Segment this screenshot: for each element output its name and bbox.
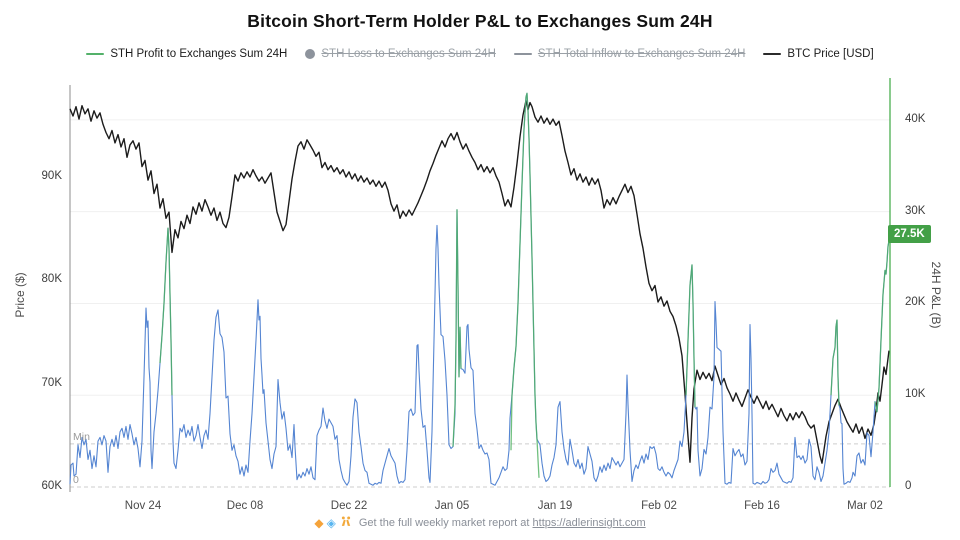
legend-line-marker: [513, 53, 532, 55]
left-tick-80K: 80K: [41, 273, 62, 286]
left-axis-title: Price ($): [13, 272, 27, 318]
x-tick-Feb-02: Feb 02: [641, 500, 677, 512]
x-tick-Jan-19: Jan 19: [537, 500, 573, 512]
x-tick-Jan-05: Jan 05: [434, 500, 470, 512]
x-tick-Feb-16: Feb 16: [744, 500, 780, 512]
x-tick-Dec-08: Dec 08: [226, 500, 264, 512]
legend-circle-marker: [305, 49, 316, 59]
threshold-label-min: Min: [73, 430, 90, 443]
left-tick-60K: 60K: [41, 480, 62, 492]
raised-hands-icon: [339, 515, 353, 530]
right-tick-30K: 30K: [905, 204, 926, 217]
chart-title: Bitcoin Short-Term Holder P&L to Exchang…: [247, 11, 713, 31]
legend-item-1[interactable]: STH Loss to Exchanges Sum 24H: [305, 48, 496, 60]
orange-diamond-icon: ◆: [314, 516, 324, 530]
right-axis-title: 24H P&L (B): [929, 261, 943, 329]
legend-line-marker: [763, 53, 782, 55]
legend-line-marker: [86, 53, 105, 55]
legend-label: STH Profit to Exchanges Sum 24H: [110, 48, 288, 60]
footer: ◆ ◈ Get the full weekly market report at …: [0, 515, 960, 530]
series-2: [159, 92, 891, 478]
legend-label: STH Total Inflow to Exchanges Sum 24H: [537, 48, 746, 60]
legend-item-0[interactable]: STH Profit to Exchanges Sum 24H: [86, 48, 287, 60]
current-value-badge: 27.5K: [888, 224, 931, 243]
right-tick-20K: 20K: [905, 296, 926, 309]
right-tick-0: 0: [905, 480, 912, 492]
threshold-label-0: 0: [73, 474, 79, 486]
series-1: [69, 92, 891, 486]
series-0: [69, 99, 890, 464]
gem-icon: ◈: [326, 516, 336, 530]
right-tick-10K: 10K: [905, 388, 926, 401]
x-tick-Mar-02: Mar 02: [847, 500, 883, 512]
x-tick-Dec-22: Dec 22: [330, 500, 368, 512]
right-tick-40K: 40K: [905, 112, 926, 125]
legend-item-2[interactable]: STH Total Inflow to Exchanges Sum 24H: [513, 48, 746, 60]
legend-label: BTC Price [USD]: [787, 48, 874, 60]
footer-text: Get the full weekly market report at: [358, 517, 530, 529]
legend-item-3[interactable]: BTC Price [USD]: [763, 48, 874, 60]
footer-link[interactable]: https://adlerinsight.com: [532, 517, 646, 529]
chart-legend: STH Profit to Exchanges Sum 24H STH Loss …: [0, 48, 960, 60]
x-tick-Nov-24: Nov 24: [124, 500, 162, 512]
left-tick-70K: 70K: [41, 376, 62, 389]
left-tick-90K: 90K: [41, 169, 62, 182]
legend-label: STH Loss to Exchanges Sum 24H: [321, 48, 496, 60]
